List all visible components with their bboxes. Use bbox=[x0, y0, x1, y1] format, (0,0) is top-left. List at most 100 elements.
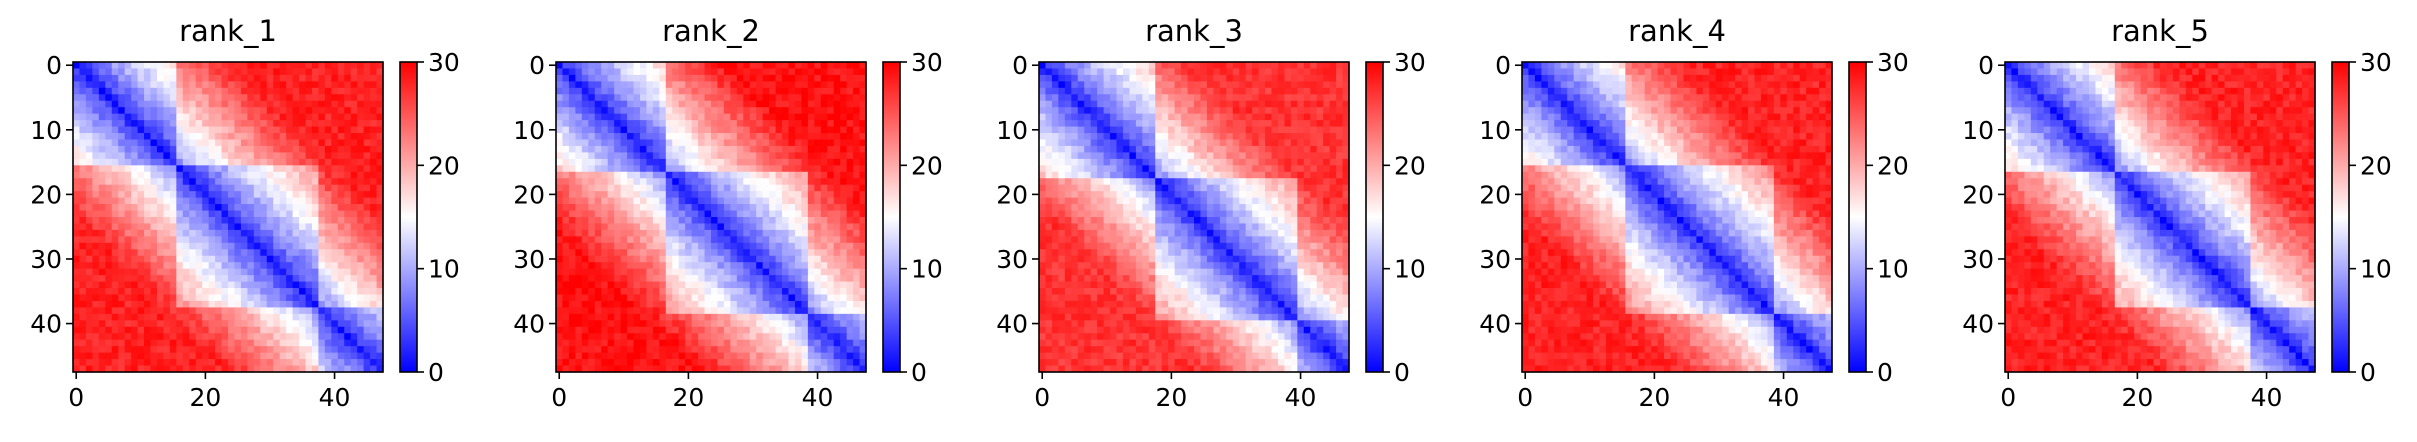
heatmap-cell bbox=[679, 346, 686, 353]
heatmap-cell bbox=[685, 314, 692, 321]
heatmap-cell bbox=[601, 211, 608, 218]
heatmap-cell bbox=[79, 94, 86, 101]
heatmap-cell bbox=[801, 172, 808, 179]
heatmap-cell bbox=[112, 262, 119, 269]
heatmap-cell bbox=[814, 340, 821, 347]
heatmap-cell bbox=[1194, 81, 1201, 88]
heatmap-cell bbox=[1162, 68, 1169, 75]
heatmap-cell bbox=[280, 230, 287, 237]
heatmap-cell bbox=[737, 120, 744, 127]
colorbar bbox=[400, 62, 417, 372]
heatmap-cell bbox=[595, 288, 602, 295]
heatmap-cell bbox=[1323, 68, 1330, 75]
heatmap-cell bbox=[370, 81, 377, 88]
heatmap-cell bbox=[1336, 88, 1343, 95]
heatmap-cell bbox=[118, 88, 125, 95]
heatmap-cell bbox=[692, 62, 699, 69]
heatmap-cell bbox=[730, 346, 737, 353]
heatmap-cell bbox=[814, 75, 821, 82]
heatmap-cell bbox=[331, 94, 338, 101]
heatmap-cell bbox=[280, 204, 287, 211]
heatmap-cell bbox=[834, 88, 841, 95]
heatmap-cell bbox=[724, 75, 731, 82]
heatmap-cell bbox=[847, 127, 854, 134]
heatmap-cell bbox=[215, 307, 222, 314]
heatmap-cell bbox=[344, 81, 351, 88]
heatmap-cell bbox=[163, 172, 170, 179]
heatmap-cell bbox=[556, 249, 563, 256]
heatmap-cell bbox=[351, 88, 358, 95]
heatmap-cell bbox=[782, 133, 789, 140]
heatmap-cell bbox=[254, 165, 261, 172]
heatmap-cell bbox=[659, 114, 666, 121]
heatmap-cell bbox=[1194, 101, 1201, 108]
heatmap-cell bbox=[79, 62, 86, 69]
heatmap-cell bbox=[1265, 62, 1272, 69]
heatmap-cell bbox=[789, 146, 796, 153]
heatmap-cell bbox=[692, 146, 699, 153]
heatmap-cell bbox=[608, 68, 615, 75]
heatmap-cell bbox=[209, 191, 216, 198]
heatmap-cell bbox=[260, 127, 267, 134]
heatmap-cell bbox=[840, 140, 847, 147]
heatmap-cell bbox=[1091, 62, 1098, 69]
heatmap-cell bbox=[163, 133, 170, 140]
heatmap-cell bbox=[782, 288, 789, 295]
heatmap-cell bbox=[692, 359, 699, 366]
heatmap-cell bbox=[834, 127, 841, 134]
heatmap-cell bbox=[776, 172, 783, 179]
heatmap-cell bbox=[756, 172, 763, 179]
heatmap-cell bbox=[1265, 101, 1272, 108]
heatmap-cell bbox=[318, 333, 325, 340]
heatmap-cell bbox=[717, 327, 724, 334]
heatmap-cell bbox=[163, 327, 170, 334]
heatmap-cell bbox=[1284, 94, 1291, 101]
heatmap-cell bbox=[241, 146, 248, 153]
heatmap-cell bbox=[795, 340, 802, 347]
heatmap-cell bbox=[717, 88, 724, 95]
heatmap-cell bbox=[112, 133, 119, 140]
heatmap-cell bbox=[588, 68, 595, 75]
heatmap-cell bbox=[1110, 94, 1117, 101]
heatmap-cell bbox=[646, 249, 653, 256]
heatmap-cell bbox=[575, 120, 582, 127]
heatmap-cell bbox=[853, 81, 860, 88]
heatmap-cell bbox=[299, 282, 306, 289]
heatmap-cell bbox=[556, 211, 563, 218]
heatmap-cell bbox=[73, 243, 80, 250]
heatmap-cell bbox=[138, 165, 145, 172]
heatmap-cell bbox=[556, 165, 563, 172]
colorbar-tick-label: 30 bbox=[911, 48, 943, 77]
heatmap-cell bbox=[582, 101, 589, 108]
heatmap-cell bbox=[659, 178, 666, 185]
heatmap-cell bbox=[562, 88, 569, 95]
heatmap-cell bbox=[601, 146, 608, 153]
heatmap-cell bbox=[601, 178, 608, 185]
heatmap-cell bbox=[1188, 101, 1195, 108]
heatmap-cell bbox=[634, 198, 641, 205]
heatmap-cell bbox=[312, 346, 319, 353]
heatmap-cell bbox=[556, 327, 563, 334]
heatmap-cell bbox=[634, 333, 641, 340]
heatmap-cell bbox=[601, 249, 608, 256]
heatmap-cell bbox=[595, 333, 602, 340]
heatmap-cell bbox=[1117, 101, 1124, 108]
heatmap-cell bbox=[273, 94, 280, 101]
heatmap-cell bbox=[789, 211, 796, 218]
heatmap-cell bbox=[614, 211, 621, 218]
heatmap-cell bbox=[260, 62, 267, 69]
heatmap-cell bbox=[254, 146, 261, 153]
heatmap-cell bbox=[99, 327, 106, 334]
heatmap-cell bbox=[1330, 75, 1337, 82]
heatmap-cell bbox=[99, 152, 106, 159]
heatmap-cell bbox=[86, 191, 93, 198]
heatmap-cell bbox=[769, 185, 776, 192]
heatmap-cell bbox=[222, 204, 229, 211]
heatmap-cell bbox=[163, 256, 170, 263]
heatmap-cell bbox=[344, 68, 351, 75]
heatmap-cell bbox=[73, 333, 80, 340]
heatmap-cell bbox=[705, 204, 712, 211]
heatmap-cell bbox=[299, 269, 306, 276]
heatmap-cell bbox=[215, 133, 222, 140]
heatmap-cell bbox=[588, 359, 595, 366]
